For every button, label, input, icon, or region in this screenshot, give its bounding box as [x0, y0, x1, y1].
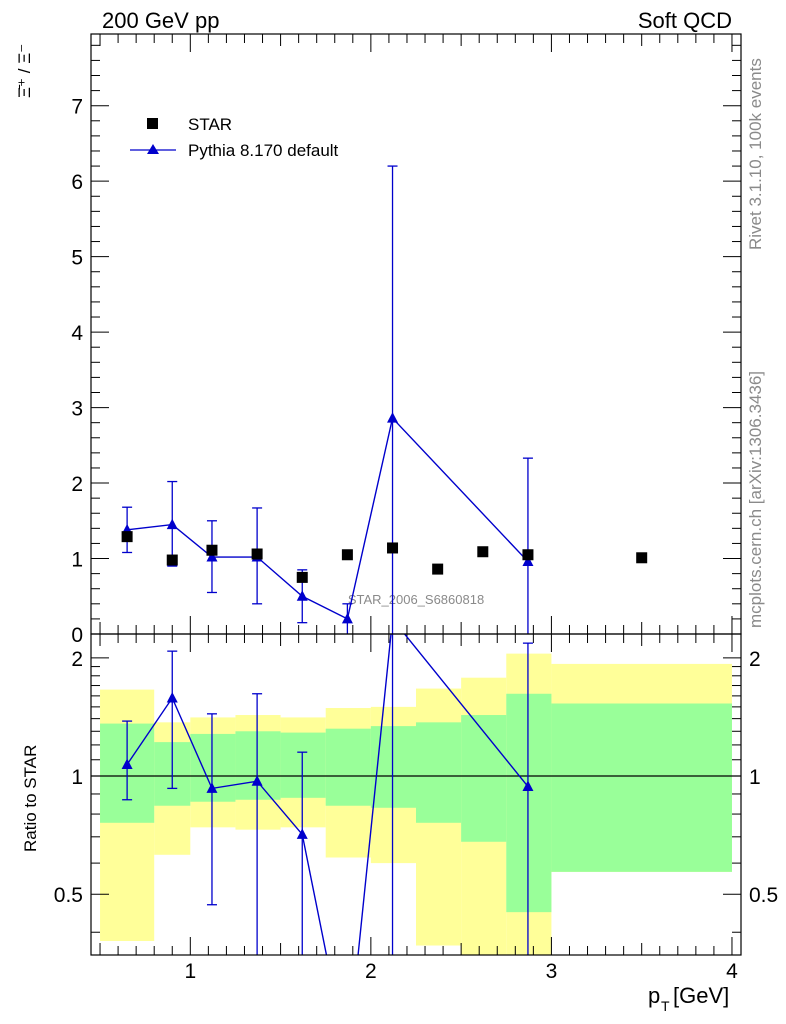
ratio-xtick-label: 1: [184, 960, 196, 983]
pythia-point: [341, 612, 353, 624]
main-ytick-label: 0: [71, 624, 83, 647]
star-point: [477, 546, 489, 558]
header-right: Soft QCD: [638, 8, 732, 33]
main-ytick-label: 5: [71, 247, 83, 270]
pythia-point: [296, 590, 308, 601]
star-point: [251, 548, 263, 560]
ratio-point: [251, 775, 263, 786]
legend-pythia-marker: [147, 144, 159, 154]
x-axis-label-unit: [GeV]: [673, 983, 729, 1008]
legend-pythia-label: Pythia 8.170 default: [188, 141, 339, 160]
legend: STAR Pythia 8.170 default: [130, 115, 339, 160]
star-point: [296, 571, 308, 583]
main-ytick-label: 6: [71, 171, 83, 194]
green-band-bin: [370, 726, 416, 808]
ratio-uncertainty-bands: [91, 653, 741, 955]
star-point: [341, 549, 353, 561]
green-band-bin: [235, 731, 281, 800]
star-point: [522, 549, 534, 561]
header-left: 200 GeV pp: [102, 8, 219, 33]
star-point: [387, 542, 399, 554]
legend-star-marker: [147, 118, 158, 129]
pythia-point: [522, 555, 534, 567]
ratio-ylabel: Ratio to STAR: [21, 745, 40, 852]
star-point: [166, 554, 178, 566]
ratio-point: [166, 692, 178, 703]
analysis-watermark: STAR_2006_S6860818: [348, 592, 484, 607]
green-band-bin: [325, 728, 371, 806]
ratio-line: [126, 634, 529, 955]
pythia-point: [206, 551, 218, 562]
green-band-bin: [461, 715, 507, 842]
ratio-point: [121, 758, 133, 769]
ratio-point: [206, 782, 218, 793]
pythia-point: [387, 412, 399, 423]
main-ylabel: Ξ̄⁺ / Ξ⁻: [15, 44, 34, 98]
star-point: [121, 531, 133, 543]
ratio-point: [296, 828, 308, 839]
main-axis-ticks: 0 1 2 3 4 5 6 7: [71, 34, 741, 647]
ratio-axis-ticks: 0.5 0.5 1 1 2 2 1 2 3 4: [54, 634, 778, 983]
main-ytick-label: 1: [71, 549, 83, 572]
green-band-bin: [416, 722, 462, 823]
legend-star-label: STAR: [188, 115, 232, 134]
ratio-data: [121, 634, 534, 955]
ratio-xtick-label: 3: [546, 960, 558, 983]
main-ytick-label: 4: [71, 322, 83, 345]
mcplots-label: mcplots.cern.ch [arXiv:1306.3436]: [746, 371, 765, 628]
ratio-xtick-label: 2: [365, 960, 377, 983]
main-data: [121, 165, 648, 634]
ratio-ytick-label: 1: [71, 766, 83, 789]
pythia-point: [166, 518, 178, 530]
green-band-bin: [280, 732, 326, 798]
star-point: [206, 544, 218, 556]
main-ytick-label: 3: [71, 398, 83, 421]
ratio-xtick-label: 4: [726, 960, 738, 983]
main-ytick-label: 7: [71, 96, 83, 119]
ratio-ytick-label-right: 0.5: [749, 884, 778, 907]
x-axis-label: p T [GeV]: [648, 983, 729, 1014]
main-ytick-label: 2: [71, 473, 83, 496]
star-point: [432, 563, 444, 575]
ratio-ytick-label-right: 2: [749, 648, 761, 671]
x-axis-label-sub: T: [661, 998, 670, 1014]
main-panel: 0 1 2 3 4 5 6 7 STAR_2006_S6860818 Ξ̄⁺ / Ξ⁻ STA…: [15, 33, 742, 647]
ratio-point: [522, 780, 534, 792]
green-band-bin: [506, 693, 552, 913]
rivet-version-label: Rivet 3.1.10, 100k events: [746, 58, 765, 250]
star-point: [636, 552, 648, 564]
ratio-panel: 0.5 0.5 1 1 2 2 1 2 3 4 Ratio to STAR p T [GeV]: [21, 633, 778, 1014]
x-axis-label-main: p: [648, 983, 660, 1008]
green-band-bin: [551, 703, 732, 872]
ratio-frame: [90, 633, 742, 956]
ratio-ytick-label-right: 1: [749, 766, 761, 789]
ratio-ytick-label: 0.5: [54, 884, 83, 907]
ratio-ytick-label: 2: [71, 648, 83, 671]
pythia-line: [127, 416, 529, 620]
